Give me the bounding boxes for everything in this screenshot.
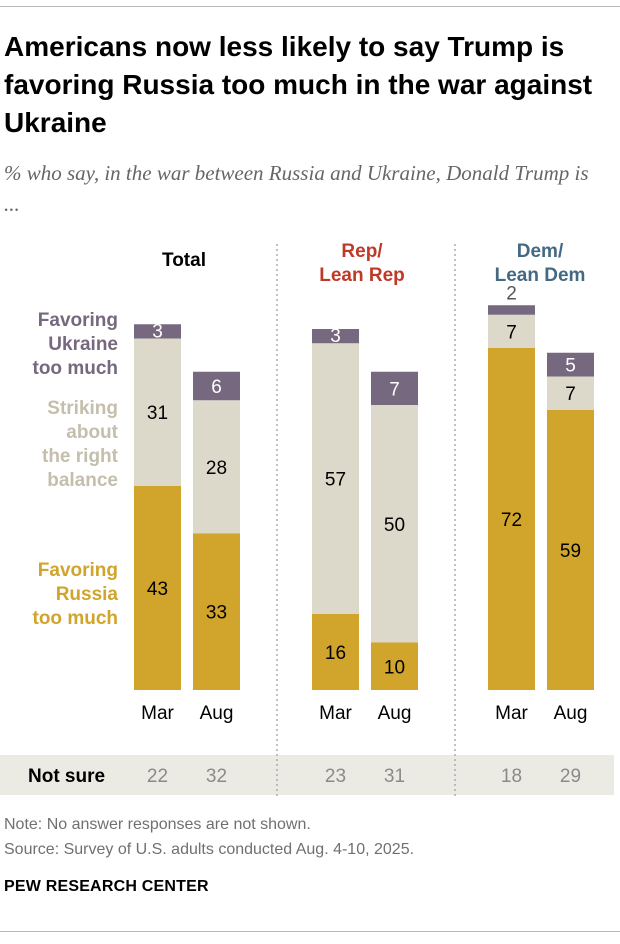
legend-ukraine-line-3: too much	[33, 358, 119, 379]
chart-subtitle: % who say, in the war between Russia and…	[4, 161, 589, 216]
month-label-2-aug: Aug	[378, 703, 412, 724]
value-label-1-aug-russia: 33	[206, 603, 227, 624]
bar-2-aug-ukraine	[371, 371, 418, 405]
bar-1-mar-russia	[134, 485, 181, 690]
not-sure-band	[0, 755, 614, 795]
month-label-2-mar: Mar	[319, 703, 352, 724]
not-sure-value-1-mar: 22	[147, 766, 168, 787]
legend-balance-line-3: the right	[42, 446, 119, 467]
month-label-1-mar: Mar	[141, 703, 174, 724]
bar-2-aug-russia	[371, 642, 418, 690]
legend-russia-line-2: Russia	[56, 584, 119, 605]
bar-1-mar-balance	[134, 338, 181, 486]
not-sure-value-2-aug: 31	[384, 766, 405, 787]
bar-1-aug-balance	[193, 400, 240, 534]
bottom-rule	[0, 931, 620, 932]
group-header-2-line-1: Rep/	[341, 241, 383, 262]
source-text: Source: Survey of U.S. adults conducted …	[4, 841, 415, 858]
note-text: Note: No answer responses are not shown.	[4, 816, 311, 833]
legend-balance-line-4: balance	[47, 470, 118, 491]
value-label-3-mar-balance: 7	[506, 322, 517, 343]
bar-3-mar-balance	[488, 314, 535, 348]
month-label-3-mar: Mar	[495, 703, 528, 724]
bar-3-mar-russia	[488, 348, 535, 690]
legend-ukraine-line-1: Favoring	[38, 310, 118, 331]
group-header-3-line-1: Dem/	[517, 241, 564, 262]
value-label-1-mar-ukraine: 3	[152, 321, 163, 342]
not-sure-label: Not sure	[28, 766, 105, 787]
value-label-3-aug-russia: 59	[560, 541, 581, 562]
not-sure-value-1-aug: 32	[206, 766, 227, 787]
bar-2-mar-balance	[312, 343, 359, 614]
bar-2-aug-balance	[371, 405, 418, 643]
bar-1-aug-russia	[193, 533, 240, 690]
legend-russia-line-3: too much	[33, 608, 119, 629]
legend-russia-line-1: Favoring	[38, 560, 118, 581]
footnotes: Note: No answer responses are not shown.…	[4, 812, 604, 862]
chart-title: Americans now less likely to say Trump i…	[4, 31, 593, 138]
value-label-1-aug-ukraine: 6	[211, 377, 222, 398]
value-label-1-mar-russia: 43	[147, 579, 168, 600]
bar-2-mar-russia	[312, 614, 359, 690]
value-label-3-mar-russia: 72	[501, 510, 522, 531]
bar-3-mar-ukraine	[488, 305, 535, 315]
bar-3-aug-russia	[547, 409, 594, 690]
not-sure-value-2-mar: 23	[325, 766, 346, 787]
not-sure-value-3-aug: 29	[560, 766, 581, 787]
legend-ukraine-line-2: Ukraine	[48, 334, 118, 355]
value-label-2-aug-russia: 10	[384, 657, 405, 678]
top-rule	[0, 6, 620, 7]
value-label-2-mar-russia: 16	[325, 643, 346, 664]
not-sure-value-3-mar: 18	[501, 766, 522, 787]
brand-logo-text: PEW RESEARCH CENTER	[4, 878, 209, 895]
value-label-3-aug-ukraine: 5	[565, 356, 576, 377]
group-header-3-line-2: Lean Dem	[495, 265, 586, 286]
value-label-2-aug-balance: 50	[384, 515, 405, 536]
bar-2-mar-ukraine	[312, 329, 359, 344]
bar-1-aug-ukraine	[193, 371, 240, 401]
bar-1-mar-ukraine	[134, 324, 181, 339]
stacked-bar-chart: Total Rep/Lean Rep Dem/Lean Dem Favoring Ukr…	[0, 241, 614, 796]
value-label-2-aug-ukraine: 7	[389, 379, 400, 400]
month-label-1-aug: Aug	[200, 703, 234, 724]
group-header-1-line-1: Total	[162, 250, 206, 271]
value-label-2-mar-balance: 57	[325, 470, 346, 491]
value-label-2-mar-ukraine: 3	[330, 326, 341, 347]
value-label-1-aug-balance: 28	[206, 458, 227, 479]
value-label-1-mar-balance: 31	[147, 403, 168, 424]
bar-3-aug-ukraine	[547, 352, 594, 377]
value-label-3-mar-ukraine: 2	[506, 283, 517, 304]
legend-balance-line-2: about	[66, 422, 118, 443]
legend-balance-line-1: Striking	[47, 398, 118, 419]
bar-3-aug-balance	[547, 376, 594, 410]
month-label-3-aug: Aug	[554, 703, 588, 724]
value-label-3-aug-balance: 7	[565, 384, 576, 405]
group-header-2-line-2: Lean Rep	[319, 265, 405, 286]
